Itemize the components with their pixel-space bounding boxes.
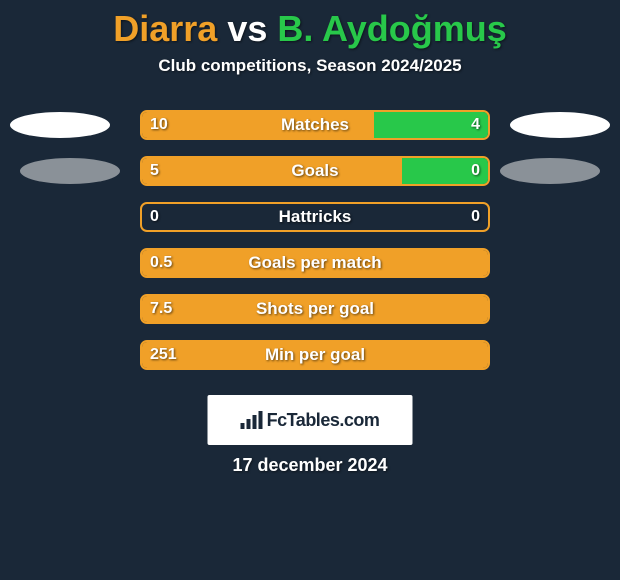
- date-text: 17 december 2024: [0, 455, 620, 476]
- flag-left: [10, 112, 110, 138]
- value-left: 7.5: [150, 294, 172, 324]
- flag-right: [510, 112, 610, 138]
- stats-chart: Matches104Goals50Hattricks00Goals per ma…: [0, 110, 620, 386]
- value-right: 0: [471, 156, 480, 186]
- value-left: 0.5: [150, 248, 172, 278]
- bar-left: [142, 250, 488, 276]
- bar-left: [142, 296, 488, 322]
- flag-left: [20, 158, 120, 184]
- value-left: 0: [150, 202, 159, 232]
- value-left: 5: [150, 156, 159, 186]
- value-left: 10: [150, 110, 168, 140]
- bar-track: [140, 340, 490, 370]
- value-right: 4: [471, 110, 480, 140]
- logo-text: FcTables.com: [267, 410, 380, 431]
- stat-row: Shots per goal7.5: [0, 294, 620, 340]
- stat-row: Hattricks00: [0, 202, 620, 248]
- bar-track: [140, 156, 490, 186]
- subtitle: Club competitions, Season 2024/2025: [0, 56, 620, 76]
- bar-left: [142, 158, 402, 184]
- player2-name: B. Aydoğmuş: [277, 8, 506, 49]
- value-right: 0: [471, 202, 480, 232]
- bar-track: [140, 202, 490, 232]
- stat-row: Goals50: [0, 156, 620, 202]
- flag-right: [500, 158, 600, 184]
- stat-row: Matches104: [0, 110, 620, 156]
- bar-track: [140, 110, 490, 140]
- bar-left: [142, 112, 374, 138]
- bar-left: [142, 342, 488, 368]
- value-left: 251: [150, 340, 177, 370]
- comparison-title: Diarra vs B. Aydoğmuş: [0, 0, 620, 50]
- bar-track: [140, 248, 490, 278]
- bar-track: [140, 294, 490, 324]
- stat-row: Min per goal251: [0, 340, 620, 386]
- logo-box: FcTables.com: [208, 395, 413, 445]
- player1-name: Diarra: [113, 8, 217, 49]
- vs-text: vs: [227, 8, 267, 49]
- chart-icon: [241, 411, 263, 429]
- stat-row: Goals per match0.5: [0, 248, 620, 294]
